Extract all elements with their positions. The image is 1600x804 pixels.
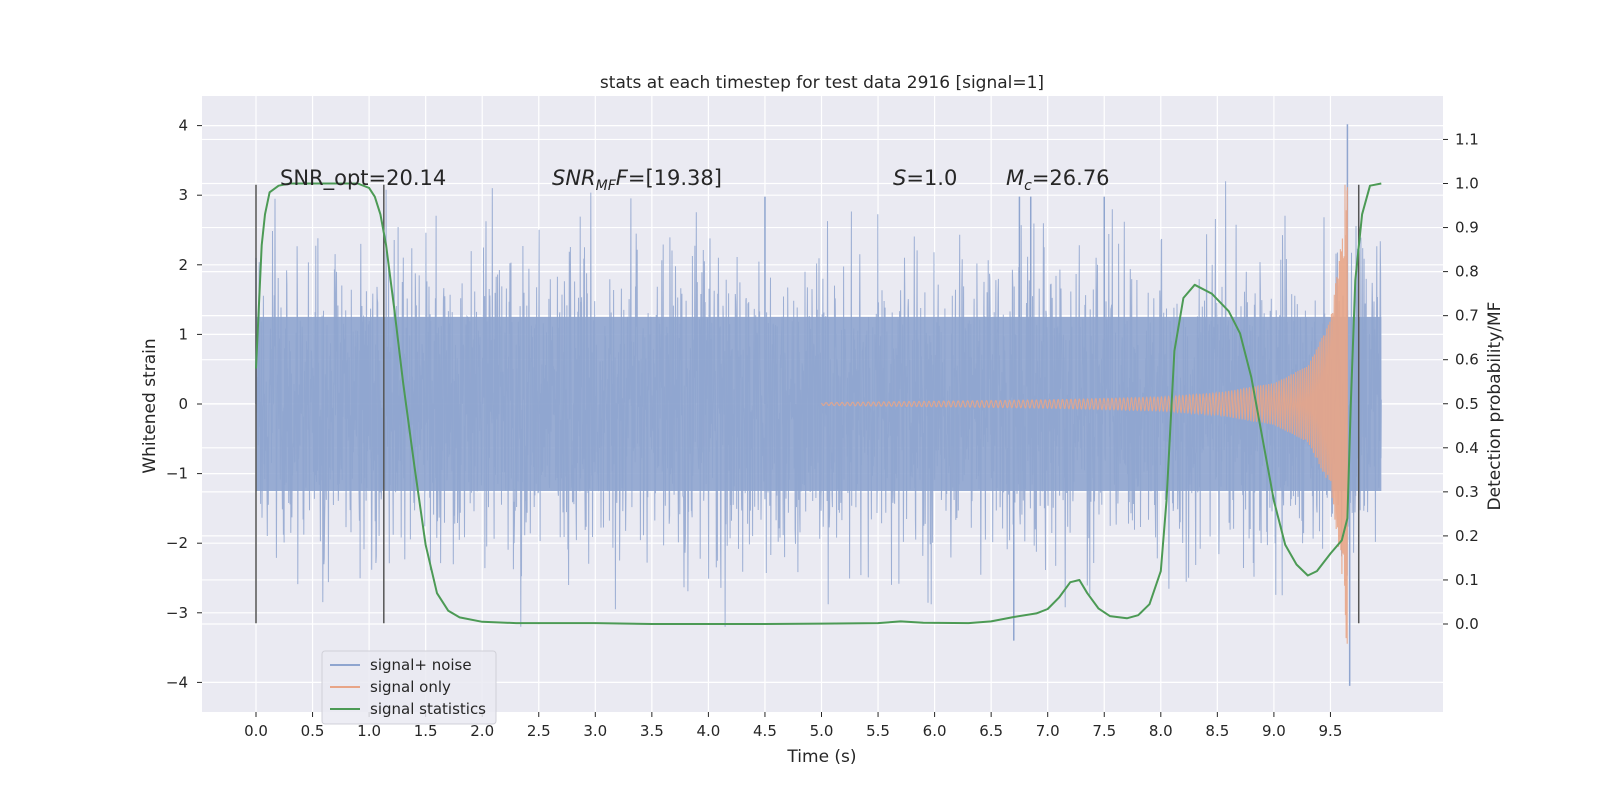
x-axis-label: Time (s) — [786, 747, 856, 767]
y-tick-label: −3 — [166, 604, 188, 622]
y-tick-label: −1 — [166, 465, 188, 483]
annotation-mc: Mc=26.76 — [1006, 166, 1110, 194]
annotation-snr-mf: SNRMFF=[19.38] — [552, 166, 722, 194]
x-tick-label: 7.0 — [1036, 722, 1060, 740]
y-axis-label-right: Detection probability/MF — [1485, 302, 1505, 511]
x-tick-label: 0.0 — [244, 722, 268, 740]
annotation-snr-opt: SNR_opt=20.14 — [280, 166, 446, 191]
legend-label-signal-statistics: signal statistics — [370, 700, 486, 718]
y-right-tick-label: 0.7 — [1455, 307, 1479, 325]
x-ticks: 0.0 0.5 1.0 1.5 2.0 2.5 3.0 3.5 4.0 4.5 5.0 5.5 6.0 6… — [244, 712, 1342, 740]
legend: signal+ noise signal only signal statist… — [321, 650, 497, 725]
x-tick-label: 1.0 — [357, 722, 381, 740]
x-tick-label: 1.5 — [414, 722, 438, 740]
x-tick-label: 3.5 — [640, 722, 664, 740]
signal-layer — [821, 184, 1348, 644]
vertical-lines — [255, 184, 1360, 624]
y-right-tick-label: 0.0 — [1455, 615, 1479, 633]
series-signal-only-line — [821, 184, 1348, 644]
legend-box — [321, 650, 497, 725]
y-tick-label: 0 — [178, 395, 188, 413]
x-tick-label: 6.5 — [979, 722, 1003, 740]
x-tick-label: 2.0 — [470, 722, 494, 740]
x-tick-label: 5.0 — [810, 722, 834, 740]
y-right-tick-label: 0.6 — [1455, 351, 1479, 369]
y-tick-label: 4 — [178, 117, 188, 135]
y-tick-label: 3 — [178, 186, 188, 204]
x-tick-label: 8.0 — [1149, 722, 1173, 740]
y-tick-label: 1 — [178, 325, 188, 343]
x-tick-label: 2.5 — [527, 722, 551, 740]
y-right-tick-label: 0.1 — [1455, 571, 1479, 589]
y-right-tick-label: 0.2 — [1455, 527, 1479, 545]
x-tick-label: 6.0 — [923, 722, 947, 740]
y-right-tick-label: 1.0 — [1455, 175, 1479, 193]
y-right-tick-label: 0.5 — [1455, 395, 1479, 413]
legend-label-signal-noise: signal+ noise — [370, 656, 472, 674]
annotation-s: S=1.0 — [893, 166, 957, 190]
x-tick-label: 3.0 — [583, 722, 607, 740]
y-tick-label: −4 — [166, 673, 188, 691]
y-ticks-right: 1.1 1.0 0.9 0.8 0.7 0.6 0.5 0.4 0.3 0.2 0.1 0.0 — [1443, 130, 1479, 633]
legend-label-signal-only: signal only — [370, 678, 451, 696]
x-tick-label: 5.5 — [866, 722, 890, 740]
y-right-tick-label: 1.1 — [1455, 130, 1479, 148]
x-tick-label: 8.5 — [1205, 722, 1229, 740]
stat-layer — [255, 182, 1382, 625]
series-signal-statistics-line — [255, 182, 1382, 625]
x-tick-label: 4.0 — [696, 722, 720, 740]
x-tick-label: 9.5 — [1319, 722, 1343, 740]
y-tick-label: 2 — [178, 256, 188, 274]
x-tick-label: 7.5 — [1092, 722, 1116, 740]
x-tick-label: 4.5 — [753, 722, 777, 740]
x-tick-label: 0.5 — [301, 722, 325, 740]
chart-title: stats at each timestep for test data 291… — [600, 73, 1044, 93]
y-right-tick-label: 0.9 — [1455, 219, 1479, 237]
y-tick-label: −2 — [166, 534, 188, 552]
y-right-tick-label: 0.4 — [1455, 439, 1479, 457]
y-right-tick-label: 0.8 — [1455, 263, 1479, 281]
y-axis-label: Whitened strain — [140, 338, 160, 473]
x-tick-label: 9.0 — [1262, 722, 1286, 740]
y-right-tick-label: 0.3 — [1455, 483, 1479, 501]
y-ticks: 4 3 2 1 0 −1 −2 −3 −4 — [166, 117, 202, 691]
